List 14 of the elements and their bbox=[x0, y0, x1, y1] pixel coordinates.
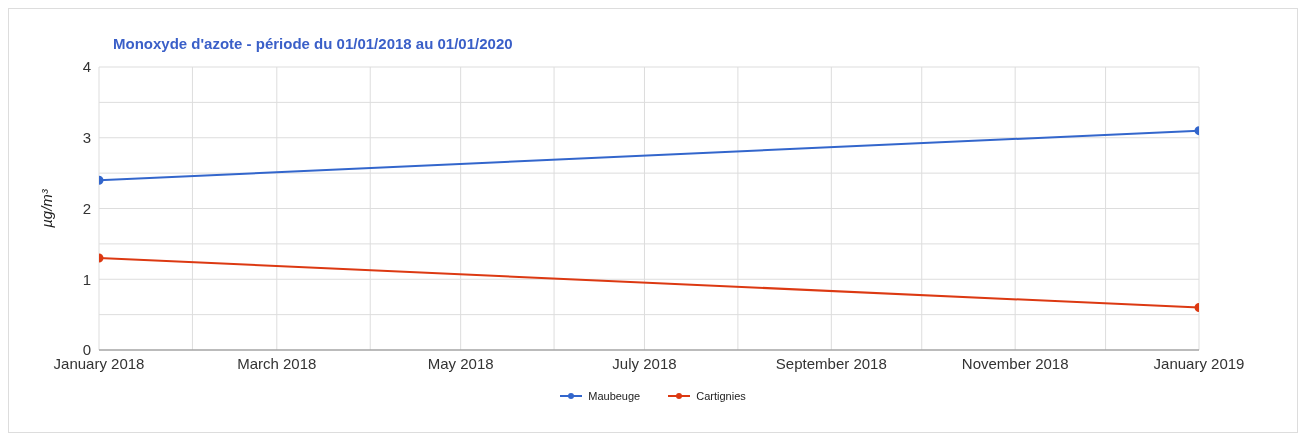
y-tick-label: 2 bbox=[82, 199, 91, 217]
y-tick-label: 3 bbox=[82, 129, 91, 147]
chart-title: Monoxyde d'azote - période du 01/01/2018 au 01/01/2020 bbox=[112, 34, 514, 54]
y-axis-title: µg/m³ bbox=[38, 188, 56, 228]
x-tick-label: November 2018 bbox=[961, 354, 1069, 372]
legend-label: Cartignies bbox=[696, 390, 746, 402]
x-tick-label: July 2018 bbox=[612, 354, 677, 372]
x-tick-label: January 2019 bbox=[1153, 354, 1245, 372]
x-tick-label: September 2018 bbox=[775, 354, 887, 372]
y-tick-label: 4 bbox=[82, 58, 91, 76]
legend-label: Maubeuge bbox=[588, 390, 641, 402]
y-tick-label: 1 bbox=[82, 270, 91, 288]
x-tick-label: March 2018 bbox=[237, 354, 317, 372]
x-tick-label: May 2018 bbox=[427, 354, 494, 372]
